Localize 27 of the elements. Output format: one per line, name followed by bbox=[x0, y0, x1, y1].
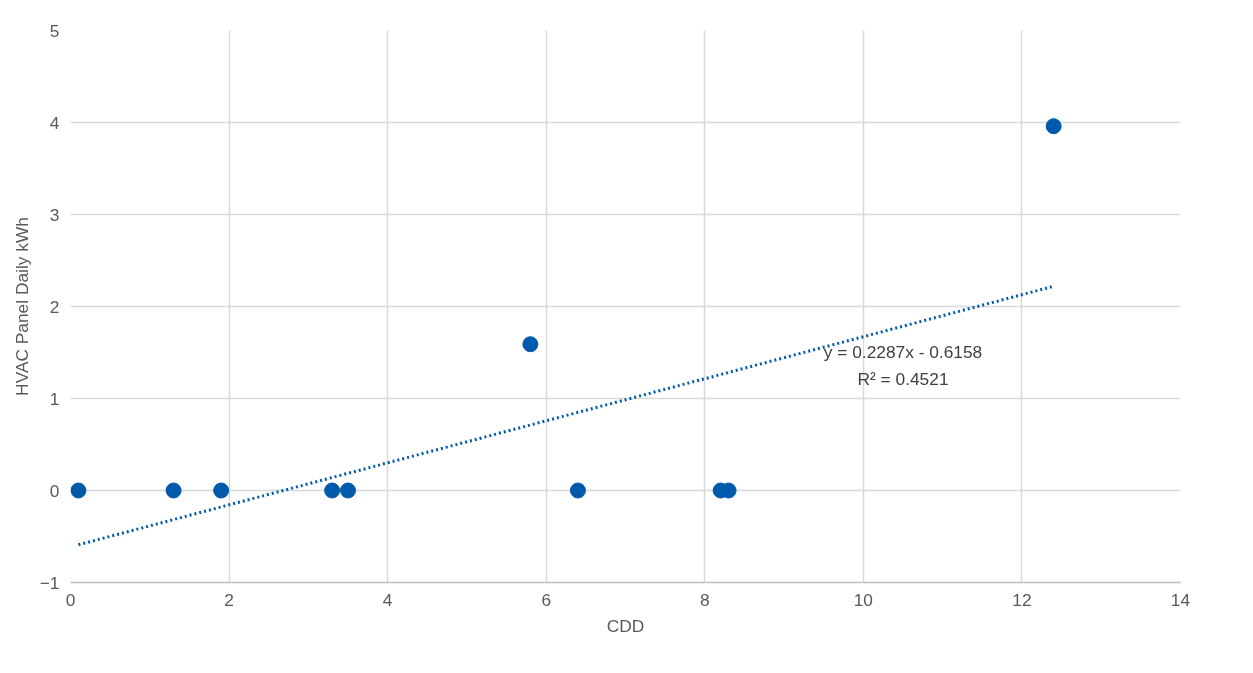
annotation: R² = 0.4521 bbox=[857, 369, 949, 390]
y-tick-label: −1 bbox=[39, 572, 60, 593]
y-tick-label: 4 bbox=[49, 112, 60, 133]
x-tick-label: 0 bbox=[65, 589, 76, 610]
y-tick-label: 1 bbox=[49, 388, 60, 409]
y-tick-label: 2 bbox=[49, 296, 60, 317]
x-tick-label: 4 bbox=[382, 589, 393, 610]
point bbox=[569, 482, 586, 499]
y-axis-title: HVAC Panel Daily kWh bbox=[11, 217, 32, 396]
point bbox=[522, 336, 539, 353]
x-axis-title: CDD bbox=[606, 615, 645, 636]
annotation: y = 0.2287x - 0.6158 bbox=[823, 341, 983, 362]
point bbox=[1045, 118, 1062, 135]
y-tick-label: 3 bbox=[49, 204, 60, 225]
x-tick-label: 10 bbox=[853, 589, 873, 610]
x-tick-label: 2 bbox=[224, 589, 234, 610]
y-tick-label: 0 bbox=[49, 480, 60, 501]
x-tick-label: 8 bbox=[699, 589, 710, 610]
point bbox=[70, 482, 87, 499]
point bbox=[213, 482, 230, 499]
x-tick-label: 14 bbox=[1170, 589, 1191, 610]
x-tick-label: 12 bbox=[1012, 589, 1032, 610]
point bbox=[165, 482, 182, 499]
x-tick-label: 6 bbox=[541, 589, 552, 610]
y-tick-label: 5 bbox=[49, 20, 60, 41]
point bbox=[324, 482, 341, 499]
point bbox=[340, 482, 356, 499]
